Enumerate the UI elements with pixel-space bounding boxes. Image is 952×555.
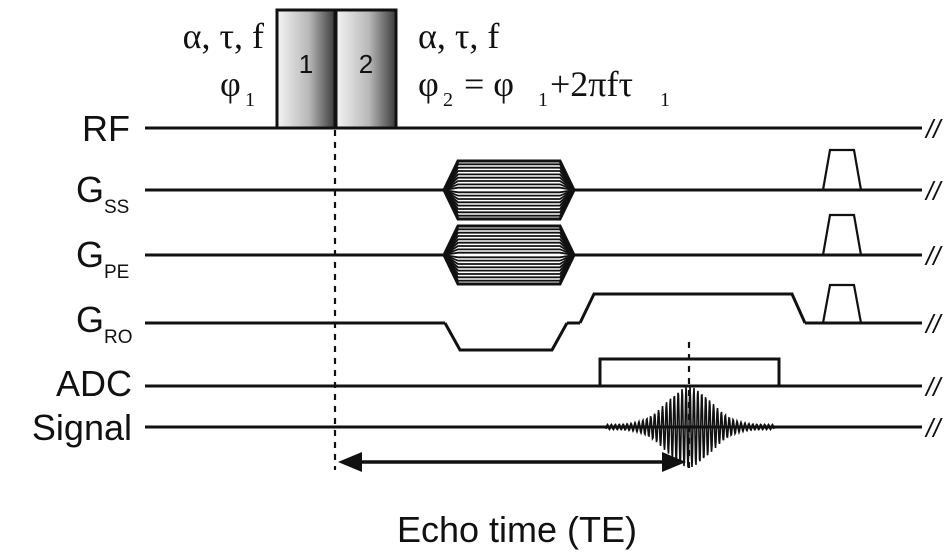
break-mark-gro: //: [924, 309, 943, 339]
gro-spoiler: [821, 283, 863, 324]
gss-phase-table: [441, 159, 577, 221]
gpe-lobe-0: [442, 224, 576, 286]
pulse-1-annotation: α, τ, f φ 1: [183, 16, 264, 111]
pulse-1-phase-sub: 1: [245, 89, 255, 111]
echo-time-arrow: [338, 452, 686, 472]
pulse-2-eq-tail-sub: 1: [660, 89, 670, 111]
row-label-gss: G: [76, 169, 104, 210]
pulse-2-annotation: α, τ, f φ 2 = φ 1 +2πfτ 1: [418, 16, 670, 111]
row-label-gro: G: [76, 299, 104, 340]
row-label-adc: ADC: [56, 363, 132, 404]
break-mark-rf: //: [924, 114, 943, 144]
pulse-2-params: α, τ, f: [418, 16, 499, 56]
pulse-1-params: α, τ, f: [183, 16, 264, 56]
row-label-gpe-sub: PE: [104, 262, 129, 283]
gpe-spoiler: [821, 213, 863, 256]
break-mark-adc: //: [924, 372, 943, 402]
rf-pulse-1-label: 1: [299, 49, 313, 79]
break-mark-signal: //: [924, 413, 943, 443]
rf-pulse-2-label: 2: [359, 49, 373, 79]
gro-prephaser: [443, 322, 569, 352]
pulse-2-phase: φ: [418, 64, 439, 104]
pulse-2-phase-sub: 2: [443, 89, 453, 111]
row-label-signal: Signal: [32, 407, 132, 448]
gss-lobe-0: [442, 159, 576, 221]
row-label-gro-sub: RO: [104, 327, 133, 348]
pulse-2-eq-mid-sub: 1: [538, 89, 548, 111]
gss-lobe-8: [443, 186, 575, 194]
pulse-2-eq-tail: +2πfτ: [550, 64, 633, 104]
row-label-gss-sub: SS: [104, 197, 129, 218]
break-mark-gss: //: [924, 176, 943, 206]
axis-break-marks: // // // // // //: [924, 114, 943, 443]
echo-time-arrow-right-head: [662, 452, 686, 472]
break-mark-gpe: //: [924, 241, 943, 271]
pulse-2-eq-mid: = φ: [455, 64, 514, 104]
row-label-gpe: G: [76, 234, 104, 275]
gpe-lobe-8: [443, 251, 575, 259]
spoiler-gradients: [821, 148, 863, 324]
row-label-rf: RF: [82, 108, 130, 149]
echo-time-label: Echo time (TE): [397, 509, 637, 550]
rf-pulses: 1 2: [275, 8, 398, 130]
row-labels: RF G SS G PE G RO ADC Signal: [32, 108, 133, 448]
rf-pulse-2: [334, 8, 398, 130]
readout-gradient: [443, 292, 807, 352]
pulse-1-phase: φ: [220, 64, 241, 104]
gro-readout-lobe: [578, 292, 807, 324]
echo-signal: [605, 386, 775, 468]
gss-spoiler: [821, 148, 863, 191]
gpe-phase-table: [441, 224, 577, 286]
echo-time-arrow-left-head: [338, 452, 362, 472]
